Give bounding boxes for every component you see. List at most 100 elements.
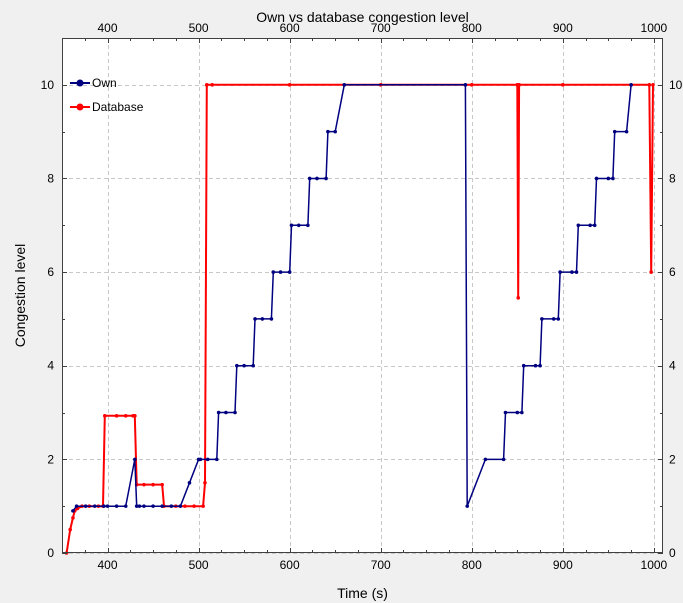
series-own-point (307, 176, 312, 181)
x-tick-label-top: 600 (280, 21, 300, 35)
series-database-point (192, 504, 196, 508)
series-database-point (160, 482, 164, 487)
series-own-point (253, 317, 257, 321)
series-own-point (538, 363, 542, 368)
series-database-point (142, 482, 146, 487)
series-database-point (517, 83, 521, 87)
series-own-point (178, 504, 183, 508)
series-own-point (278, 270, 283, 274)
y-tick-label-right: 6 (669, 265, 676, 279)
series-database-point (123, 414, 128, 418)
series-own-point (342, 83, 347, 87)
series-own-point (503, 410, 508, 415)
y-tick-label-left: 4 (47, 359, 54, 373)
series-own-point (105, 504, 110, 508)
series-database-point (210, 83, 215, 87)
series-own-point (235, 363, 239, 368)
series-own-point (465, 504, 470, 508)
plot-area[interactable] (62, 38, 663, 553)
series-own-point (160, 504, 164, 508)
series-database-point (151, 482, 155, 487)
x-tick-label-bottom: 600 (280, 558, 300, 572)
series-own-point (612, 129, 617, 134)
series-own-point (289, 223, 294, 228)
series-own-point (333, 129, 337, 134)
series-own-point (271, 270, 276, 274)
series-own-point (296, 223, 301, 228)
x-tick-label-bottom: 500 (189, 558, 209, 572)
series-own-point (137, 504, 142, 508)
series-own-point (215, 457, 219, 462)
y-tick-label-right: 0 (669, 546, 676, 560)
series-database-point (201, 504, 205, 508)
series-own-point (520, 410, 524, 415)
series-database-point (647, 83, 652, 87)
x-tick-label-top: 400 (98, 21, 118, 35)
x-tick-label-top: 800 (462, 21, 482, 35)
series-own-point (187, 480, 192, 485)
series-own-point (251, 363, 256, 368)
series-own-point (558, 270, 562, 274)
series-database-point (204, 83, 209, 87)
series-own-point (551, 317, 556, 321)
y-tick-label-right: 10 (669, 78, 683, 92)
x-tick-label-bottom: 400 (98, 558, 118, 572)
series-own-point (74, 504, 79, 508)
series-own-point (556, 317, 561, 321)
series-own-point (533, 363, 538, 368)
y-tick-label-right: 8 (669, 171, 676, 185)
series-own-point (501, 457, 506, 462)
series-own-point (151, 504, 155, 508)
series-own-point (606, 176, 611, 181)
x-tick-label-bottom: 900 (553, 558, 573, 572)
series-own-point (169, 504, 174, 508)
series-own-point (92, 504, 97, 508)
series-own-point (574, 270, 579, 274)
legend-database-marker (76, 103, 84, 111)
series-database-point (102, 414, 107, 418)
series-own-point (83, 504, 88, 508)
series-own-point (463, 83, 468, 87)
series-own-point (233, 410, 237, 415)
series-database-point (68, 527, 72, 532)
series-database-point (469, 83, 474, 87)
y-tick-label-left: 0 (47, 546, 54, 560)
series-own-point (570, 270, 574, 274)
y-tick-label-left: 10 (41, 78, 55, 92)
x-axis-label: Time (s) (337, 585, 388, 601)
series-database-point (651, 83, 655, 87)
series-own-point (576, 223, 581, 228)
series-own-point (521, 363, 526, 368)
x-tick-label-top: 900 (553, 21, 573, 35)
series-database-point (203, 480, 207, 485)
series-database-point (561, 83, 565, 87)
series-own-point (260, 317, 265, 321)
series-own-point (629, 83, 633, 87)
series-own-point (515, 410, 520, 415)
series-own-point (133, 457, 137, 462)
series-own-point (588, 223, 592, 228)
axis-layer: 4004005005006006007007008008009009001000… (41, 21, 683, 572)
legend-own-marker (76, 79, 84, 87)
series-own-point (306, 223, 310, 228)
legend-own-label: Own (92, 76, 117, 90)
series-own-point (134, 504, 139, 508)
x-tick-label-top: 700 (371, 21, 391, 35)
legend-database-label: Database (92, 100, 144, 114)
y-axis-label: Congestion level (12, 244, 28, 348)
series-own-point (198, 457, 203, 462)
y-tick-label-left: 8 (47, 171, 54, 185)
x-tick-label-bottom: 800 (462, 558, 482, 572)
y-tick-label-left: 6 (47, 265, 54, 279)
series-own-point (142, 504, 146, 508)
series-database-point (287, 83, 292, 87)
series-own-point (611, 176, 615, 181)
series-own-point (324, 176, 328, 181)
series-own-point (269, 317, 274, 321)
series-own-point (123, 504, 128, 508)
series-own-point (540, 317, 544, 321)
series-database-point (71, 516, 75, 520)
series-database-point (649, 270, 653, 274)
